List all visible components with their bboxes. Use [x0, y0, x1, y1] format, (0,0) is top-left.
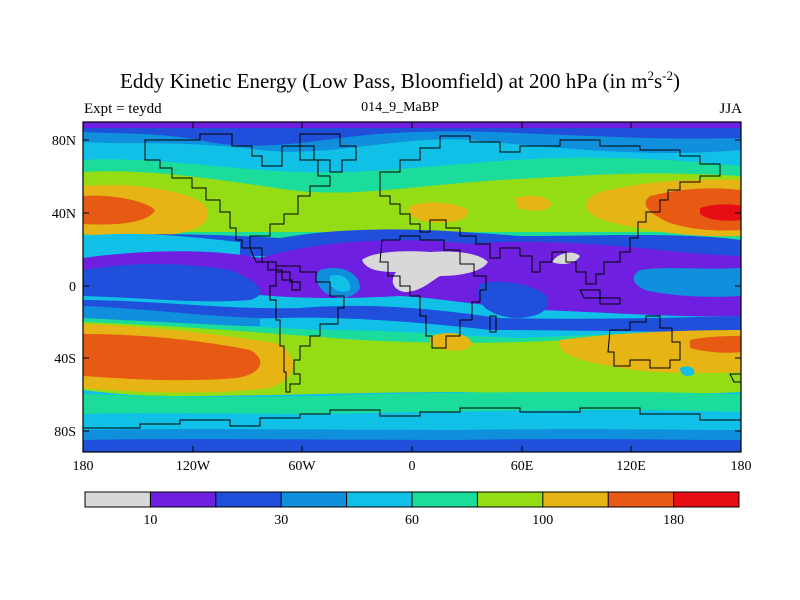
coastline-madagascar	[489, 315, 497, 333]
colorbar-label: 30	[274, 513, 288, 528]
colorbar-swatch	[412, 492, 478, 507]
y-tick-label: 40S	[54, 352, 76, 367]
chart-title: Eddy Kinetic Energy (Low Pass, Bloomfiel…	[120, 68, 680, 93]
coastline-greenland	[299, 133, 357, 173]
y-tick-label: 0	[69, 280, 76, 295]
experiment-label: Expt = teydd	[84, 101, 162, 117]
coastlines	[83, 133, 741, 429]
coastline-south-america	[269, 265, 345, 393]
coastline-australia	[607, 315, 681, 369]
colorbar: 10 30 60 100 180	[84, 491, 740, 528]
x-tick-label: 180	[731, 459, 752, 474]
x-tick-label: 60W	[288, 459, 316, 474]
coastline-central-america	[249, 247, 301, 291]
coastline-africa	[379, 235, 487, 349]
y-tick-label: 80N	[52, 134, 76, 149]
axis-ticks	[82, 122, 742, 452]
colorbar-swatch	[673, 492, 739, 507]
colorbar-label: 100	[532, 513, 553, 528]
colorbar-swatch	[150, 492, 216, 507]
x-tick-label: 0	[409, 459, 416, 474]
eke-contour-field	[83, 122, 741, 452]
coastline-eurasia	[379, 135, 721, 285]
y-tick-label: 80S	[54, 425, 76, 440]
x-tick-label: 120E	[616, 459, 646, 474]
run-id-label: 014_9_MaBP	[361, 100, 439, 115]
x-tick-label: 180	[73, 459, 94, 474]
colorbar-label: 10	[143, 513, 157, 528]
x-tick-label: 120W	[176, 459, 211, 474]
colorbar-swatch	[477, 492, 543, 507]
colorbar-swatch	[215, 492, 282, 507]
colorbar-swatch	[346, 492, 412, 507]
colorbar-swatch	[542, 492, 609, 507]
y-tick-label: 40N	[52, 207, 76, 222]
coastline-new-zealand	[729, 373, 741, 383]
colorbar-label: 180	[663, 513, 684, 528]
coastline-north-america	[144, 133, 331, 249]
colorbar-swatch	[85, 492, 151, 507]
colorbar-label: 60	[405, 513, 419, 528]
colorbar-swatch	[608, 492, 674, 507]
season-label: JJA	[719, 101, 742, 117]
colorbar-swatch	[281, 492, 347, 507]
coastline-antarctica	[83, 407, 741, 429]
coastline-indonesia	[579, 289, 621, 305]
x-tick-label: 60E	[511, 459, 534, 474]
